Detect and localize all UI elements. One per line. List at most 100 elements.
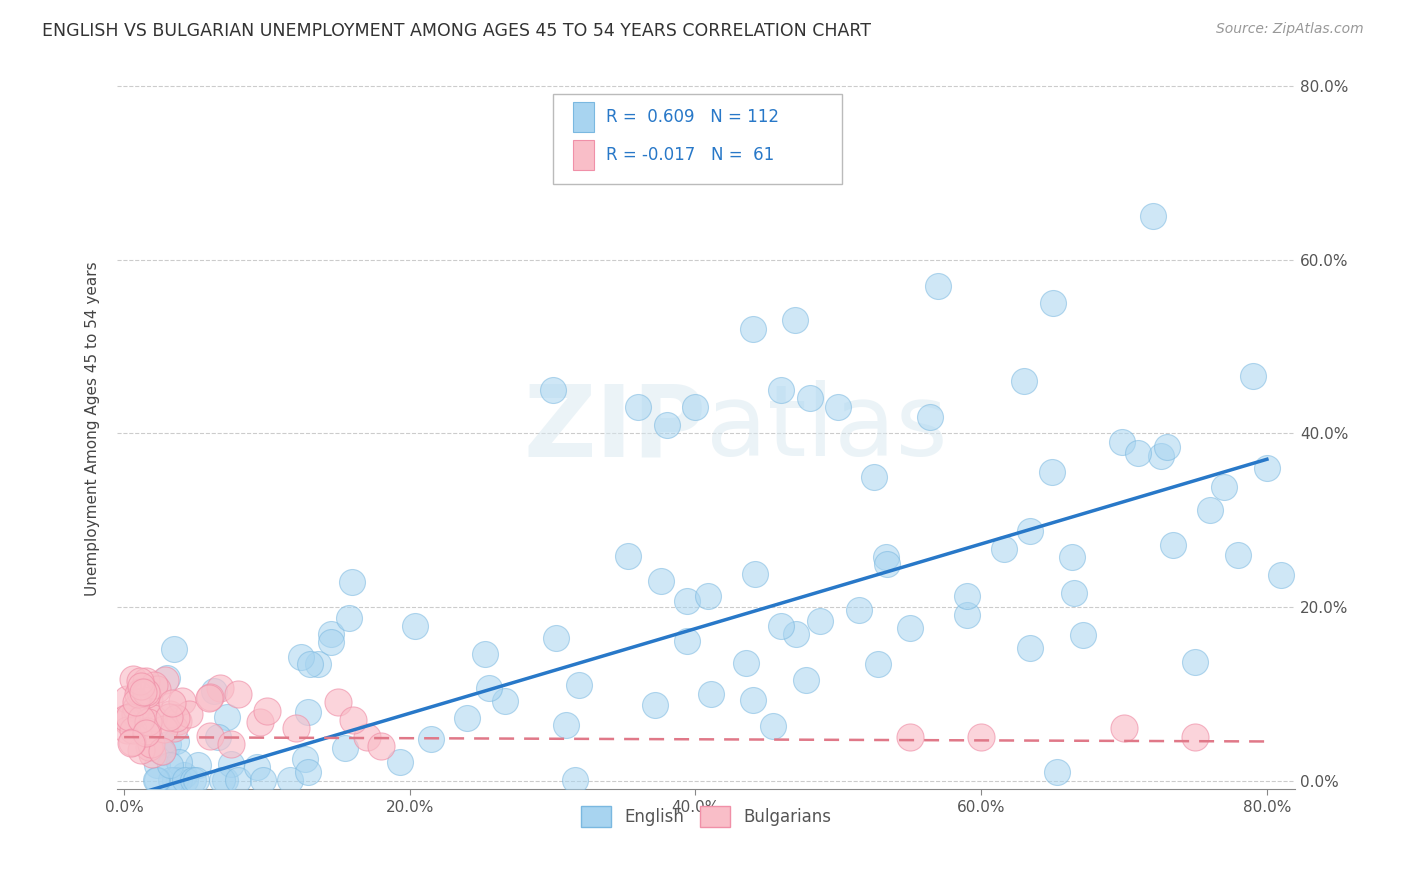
Point <box>564 772 586 787</box>
Point <box>342 574 364 589</box>
Point <box>494 694 516 708</box>
Point <box>124 706 146 721</box>
Point <box>762 718 785 732</box>
Point <box>134 698 156 712</box>
Point <box>226 772 249 787</box>
Point <box>1198 503 1220 517</box>
Point <box>118 709 141 723</box>
Point <box>328 695 350 709</box>
Point <box>456 711 478 725</box>
Point <box>541 383 564 397</box>
Point <box>875 549 897 564</box>
Point <box>135 673 157 688</box>
Point <box>1128 446 1150 460</box>
Point <box>135 726 157 740</box>
Point <box>319 635 342 649</box>
Point <box>993 541 1015 556</box>
Point <box>129 679 152 693</box>
Point <box>794 673 817 688</box>
Text: R =  0.609   N = 112: R = 0.609 N = 112 <box>606 108 779 126</box>
Point <box>124 695 146 709</box>
Point <box>676 633 699 648</box>
Point <box>1227 548 1250 562</box>
Point <box>125 701 148 715</box>
Point <box>866 657 889 671</box>
Point <box>876 557 898 571</box>
Point <box>153 673 176 687</box>
Point <box>150 745 173 759</box>
Point <box>927 278 949 293</box>
Point <box>114 710 136 724</box>
Point <box>742 693 765 707</box>
Point <box>785 313 807 327</box>
Point <box>356 730 378 744</box>
Text: ZIP: ZIP <box>523 380 706 477</box>
Point <box>1270 567 1292 582</box>
Point <box>120 736 142 750</box>
Point <box>769 619 792 633</box>
Point <box>139 737 162 751</box>
Point <box>162 696 184 710</box>
Point <box>115 723 138 738</box>
Point <box>145 772 167 787</box>
Y-axis label: Unemployment Among Ages 45 to 54 years: Unemployment Among Ages 45 to 54 years <box>86 261 100 596</box>
Point <box>644 698 666 713</box>
Point <box>389 755 412 769</box>
Point <box>568 678 591 692</box>
Point <box>173 772 195 787</box>
Point <box>228 687 250 701</box>
Point <box>1256 461 1278 475</box>
Point <box>1063 586 1085 600</box>
Point <box>1156 440 1178 454</box>
Point <box>141 711 163 725</box>
Point <box>1184 730 1206 744</box>
Point <box>121 734 143 748</box>
Point <box>129 713 152 727</box>
Point <box>676 594 699 608</box>
Point <box>404 619 426 633</box>
Point <box>211 772 233 787</box>
Point <box>156 671 179 685</box>
Point <box>141 747 163 762</box>
Point <box>1046 765 1069 780</box>
Point <box>129 743 152 757</box>
Point <box>1150 449 1173 463</box>
Point <box>138 693 160 707</box>
Point <box>146 757 169 772</box>
Point <box>1062 549 1084 564</box>
Point <box>181 772 204 787</box>
Point <box>337 611 360 625</box>
Point <box>1112 722 1135 736</box>
Point <box>956 607 979 622</box>
Point <box>319 627 342 641</box>
Point <box>1184 656 1206 670</box>
Point <box>655 417 678 432</box>
Point <box>138 740 160 755</box>
Point <box>172 694 194 708</box>
Point <box>214 772 236 787</box>
Point <box>167 714 190 728</box>
Point <box>198 729 221 743</box>
Point <box>145 772 167 787</box>
Point <box>146 681 169 696</box>
Point <box>215 710 238 724</box>
Point <box>159 710 181 724</box>
Point <box>221 756 243 771</box>
Point <box>685 400 707 414</box>
FancyBboxPatch shape <box>574 102 595 132</box>
Point <box>1019 524 1042 538</box>
Point <box>744 566 766 581</box>
Point <box>207 730 229 744</box>
Point <box>159 758 181 772</box>
Point <box>734 656 756 670</box>
Point <box>219 737 242 751</box>
Legend: English, Bulgarians: English, Bulgarians <box>572 798 841 835</box>
Point <box>808 614 831 628</box>
Point <box>208 681 231 696</box>
Point <box>297 765 319 780</box>
Point <box>650 574 672 588</box>
Point <box>290 650 312 665</box>
Point <box>1040 466 1063 480</box>
Point <box>187 758 209 772</box>
Text: Source: ZipAtlas.com: Source: ZipAtlas.com <box>1216 22 1364 37</box>
